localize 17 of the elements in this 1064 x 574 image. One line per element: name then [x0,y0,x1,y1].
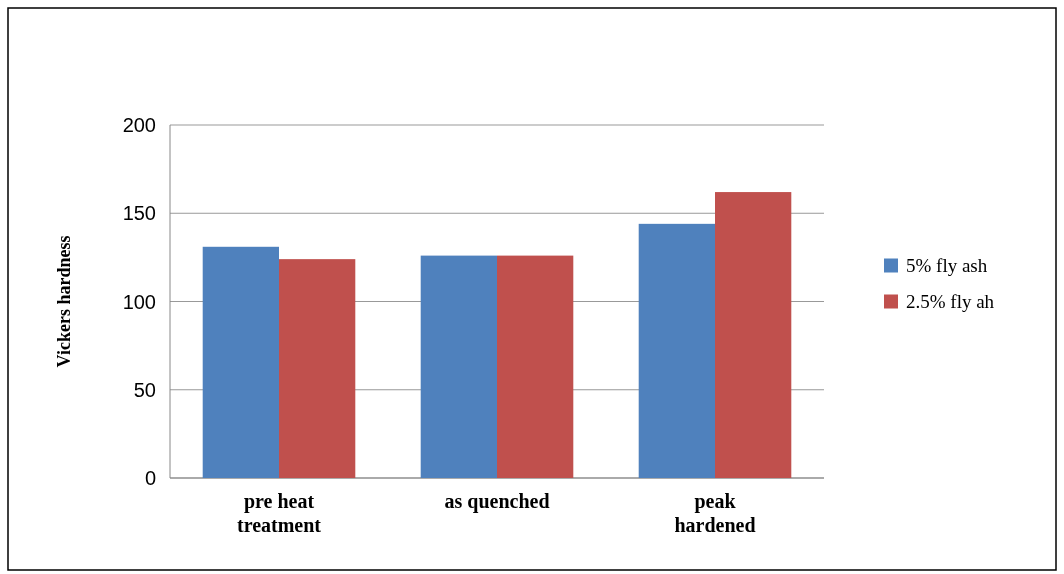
bar [497,255,574,478]
y-tick-label: 150 [122,202,156,225]
bar [420,255,497,478]
y-axis-title: Vickers hardness [54,235,74,368]
x-tick-label: pre heat treatment [236,490,322,536]
y-tick-label: 50 [133,378,156,401]
y-tick-label: 200 [122,114,156,136]
y-tick-label: 100 [122,290,156,313]
bar [279,259,356,478]
bar [638,223,715,478]
bar [715,192,792,478]
y-tick-label: 0 [144,467,156,489]
bar [202,246,279,478]
x-tick-label: as quenched [444,490,550,513]
legend-label: 5% fly ash [906,255,988,277]
legend-label: 2.5% fly ah [906,291,995,313]
x-tick-label: peak hardened [674,490,756,536]
